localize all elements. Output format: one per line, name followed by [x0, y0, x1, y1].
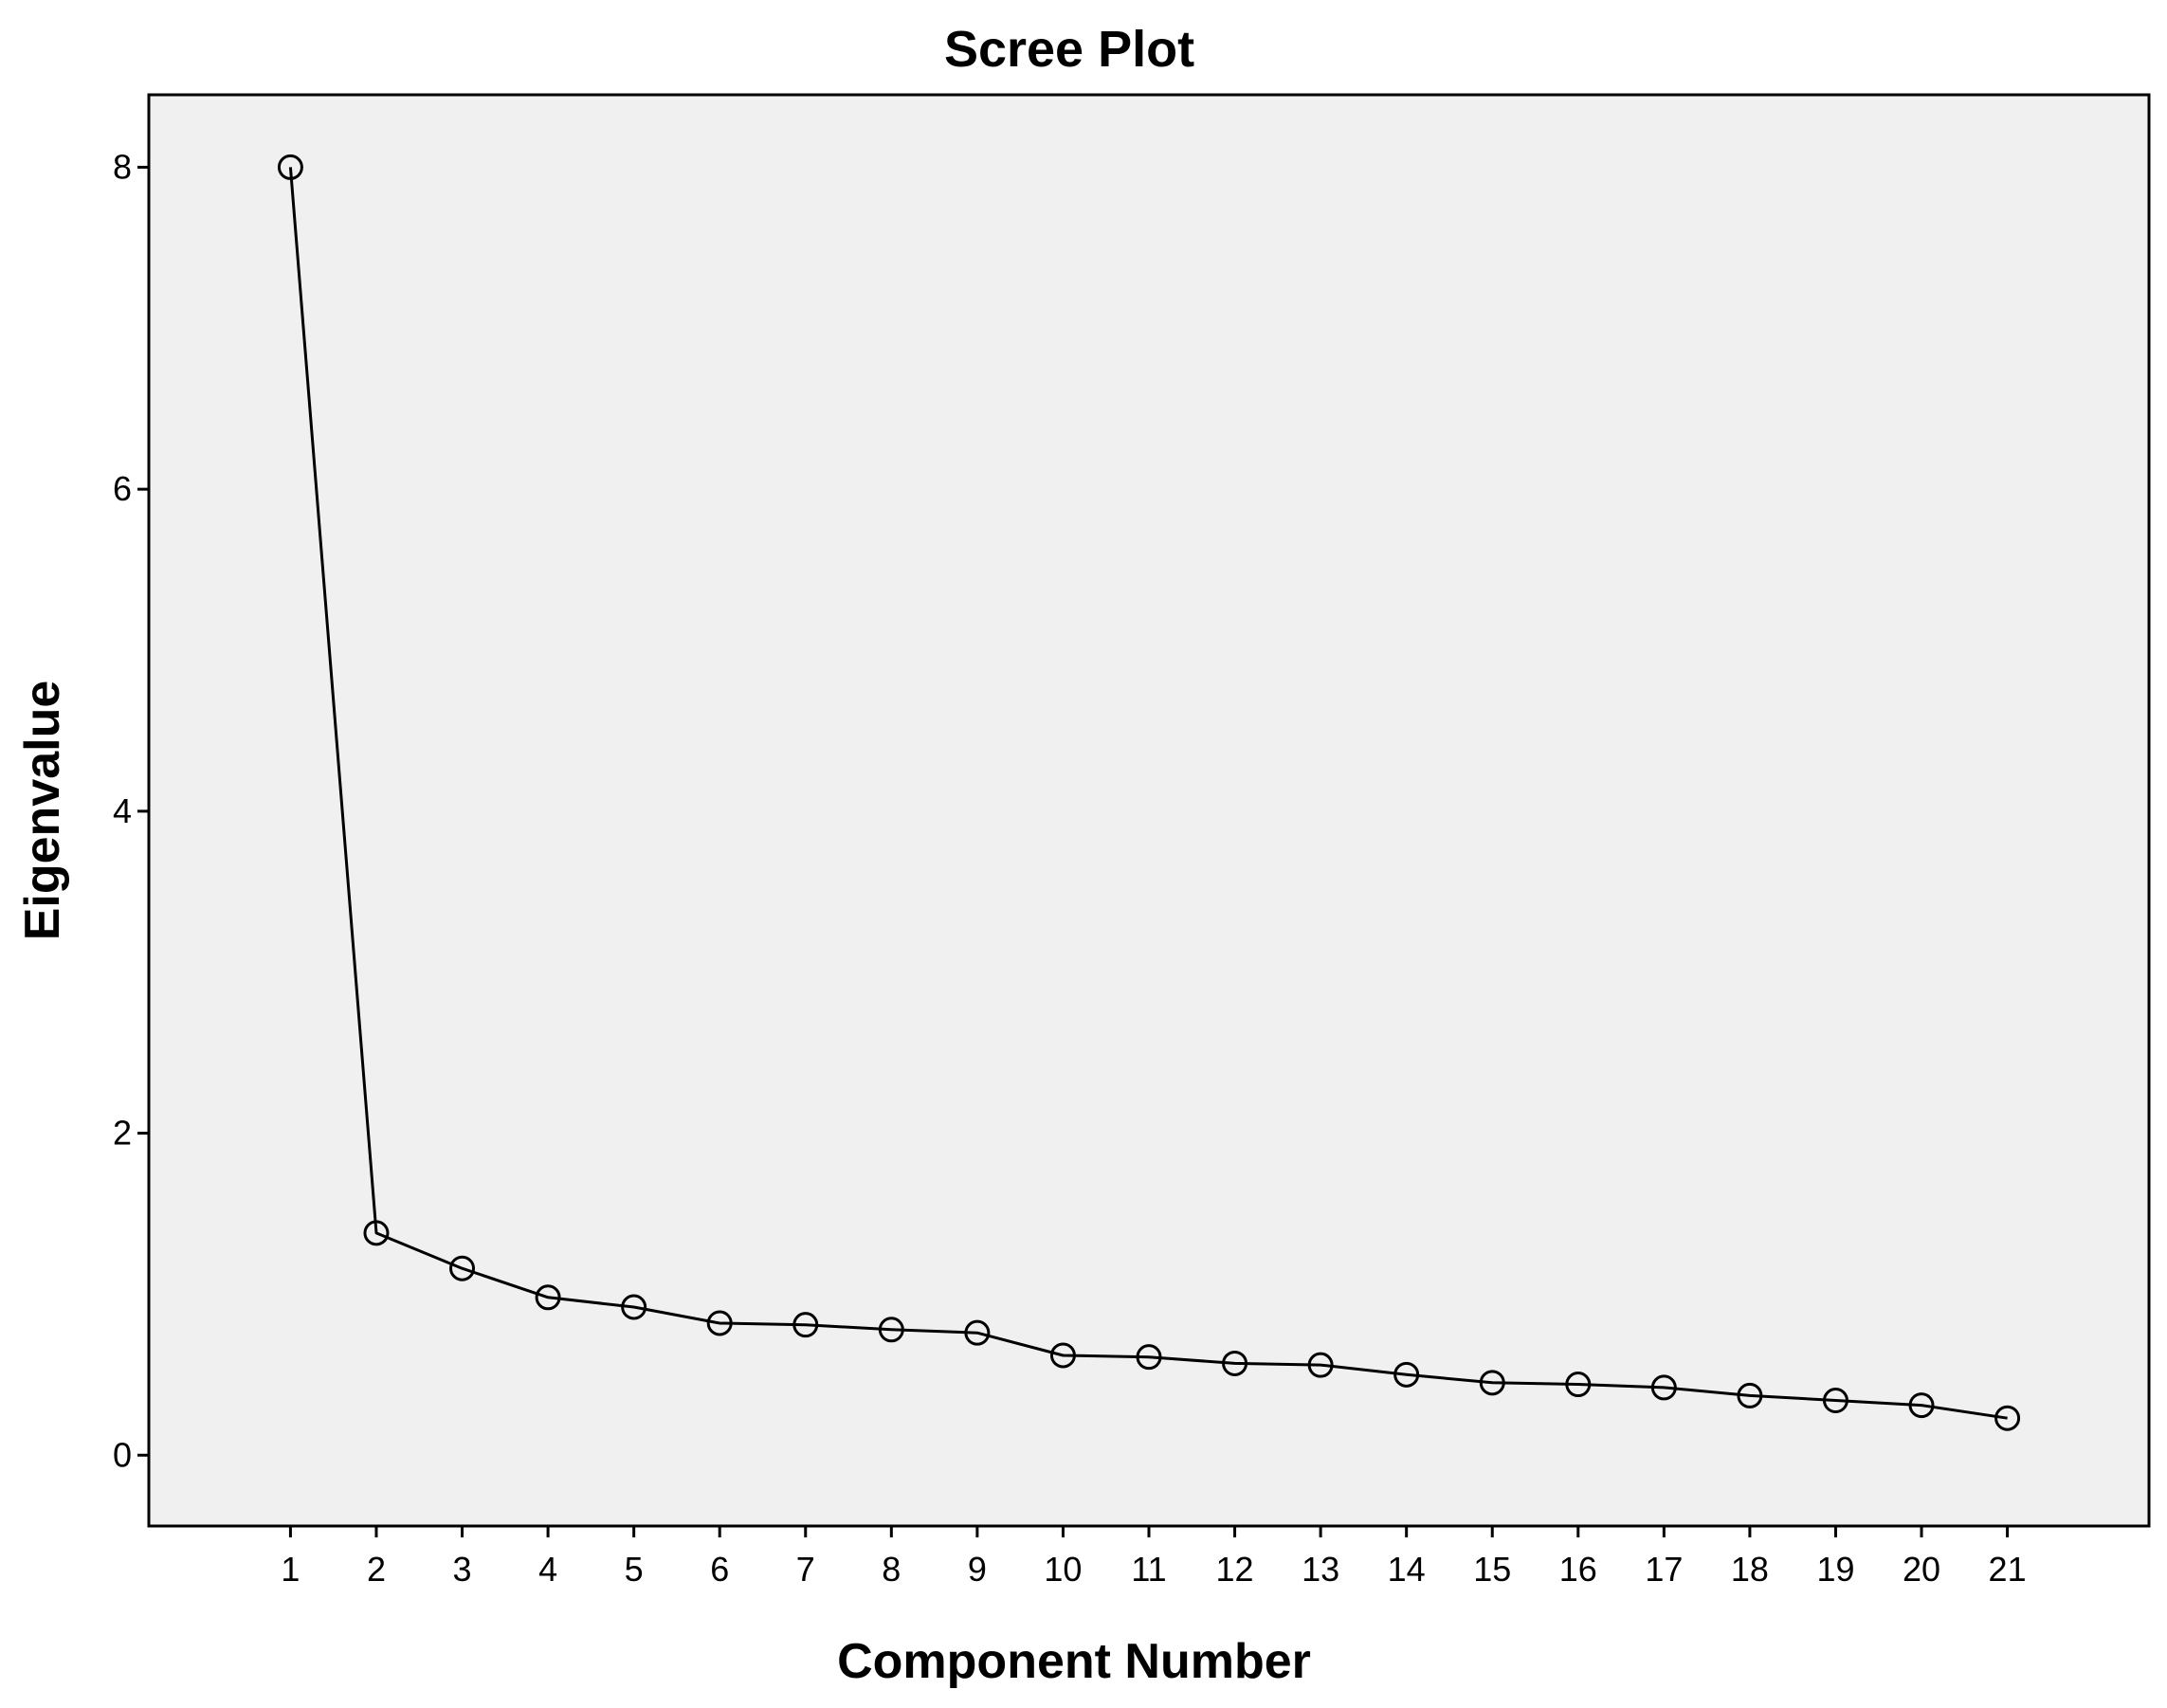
data-point	[1479, 1370, 1505, 1396]
data-point	[277, 154, 303, 180]
x-tick-label: 17	[1645, 1550, 1683, 1589]
x-tick-label: 11	[1131, 1550, 1166, 1589]
x-tick-label: 1	[281, 1550, 300, 1589]
data-point	[964, 1319, 991, 1346]
x-axis-title: Component Number	[837, 1634, 1311, 1689]
data-point	[1565, 1372, 1592, 1398]
x-tick-label: 5	[625, 1550, 644, 1589]
data-point	[1822, 1388, 1848, 1414]
y-tick-label: 8	[113, 147, 132, 186]
x-tick-label: 12	[1216, 1550, 1254, 1589]
chart-title: Scree Plot	[944, 21, 1194, 78]
x-tick-label: 7	[796, 1550, 815, 1589]
y-axis: 0 2 4 6 8	[113, 147, 149, 1474]
x-axis: 1 2 3 4 5 6 7 8 9 10 11 12 13 14 15 16 17 18 19 20 21	[281, 1526, 2027, 1589]
x-tick-label: 21	[1989, 1550, 2027, 1589]
data-point	[1049, 1342, 1076, 1369]
data-point	[1393, 1361, 1420, 1388]
x-tick-label: 6	[710, 1550, 729, 1589]
data-point	[1737, 1382, 1763, 1408]
x-tick-label: 10	[1044, 1550, 1082, 1589]
y-tick-label: 0	[113, 1435, 132, 1474]
x-tick-label: 15	[1473, 1550, 1511, 1589]
x-tick-label: 3	[453, 1550, 472, 1589]
data-point	[1222, 1350, 1248, 1376]
data-point	[1307, 1352, 1334, 1378]
data-point	[1136, 1344, 1162, 1371]
plot-area	[147, 93, 2151, 1528]
y-axis-title: Eigenvalue	[15, 681, 70, 941]
data-point	[621, 1294, 647, 1320]
x-tick-label: 8	[882, 1550, 901, 1589]
data-point	[535, 1284, 561, 1311]
x-tick-label: 13	[1302, 1550, 1339, 1589]
data-point	[449, 1255, 476, 1281]
data-point	[706, 1310, 733, 1336]
data-point	[878, 1317, 904, 1343]
x-tick-label: 9	[968, 1550, 987, 1589]
y-tick-label: 2	[113, 1114, 132, 1153]
x-tick-label: 2	[367, 1550, 386, 1589]
x-tick-label: 18	[1731, 1550, 1769, 1589]
data-point	[1650, 1374, 1677, 1401]
data-point	[1994, 1405, 2021, 1431]
x-tick-label: 20	[1903, 1550, 1940, 1589]
x-tick-label: 16	[1559, 1550, 1597, 1589]
eigenvalue-series	[277, 154, 2021, 1431]
data-point	[792, 1312, 819, 1338]
y-tick-label: 4	[113, 791, 132, 830]
y-tick-label: 6	[113, 469, 132, 508]
data-point	[1908, 1392, 1935, 1419]
x-tick-label: 14	[1388, 1550, 1426, 1589]
x-tick-label: 19	[1816, 1550, 1854, 1589]
series-line	[288, 167, 2008, 1420]
data-point	[363, 1220, 390, 1246]
x-tick-label: 4	[538, 1550, 557, 1589]
